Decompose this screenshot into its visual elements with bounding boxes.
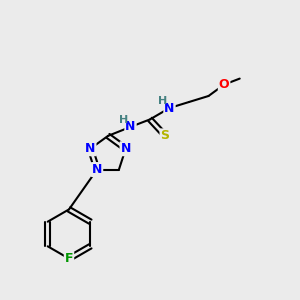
Text: N: N — [121, 142, 131, 155]
Text: O: O — [219, 78, 230, 91]
Text: N: N — [85, 142, 95, 155]
Text: N: N — [92, 163, 102, 176]
Text: S: S — [160, 129, 169, 142]
Text: H: H — [119, 115, 128, 125]
Text: N: N — [125, 120, 136, 134]
Text: N: N — [164, 101, 175, 115]
Text: F: F — [65, 252, 73, 265]
Text: H: H — [158, 96, 167, 106]
